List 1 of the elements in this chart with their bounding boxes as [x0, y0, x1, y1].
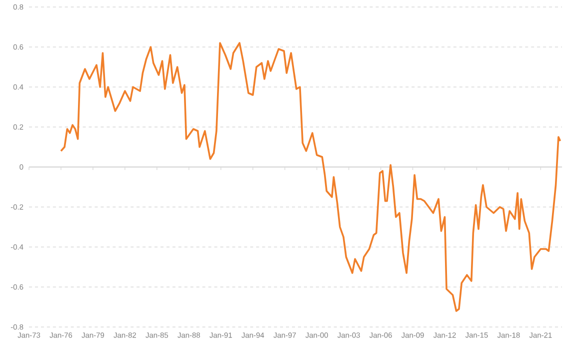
line-series	[60, 42, 562, 312]
